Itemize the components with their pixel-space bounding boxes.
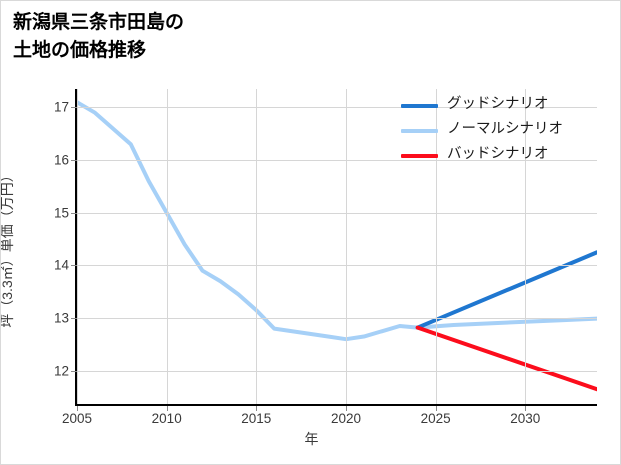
x-tick-label-2015: 2015 — [241, 411, 272, 426]
page-title: 新潟県三条市田島の 土地の価格推移 — [13, 12, 185, 61]
gridline-x-2020 — [346, 89, 347, 405]
y-axis-spine — [75, 89, 77, 406]
gridline-y-13 — [77, 318, 597, 320]
y-tick-labels: 12 13 14 15 16 17 — [39, 1, 69, 464]
gridline-x-2010 — [166, 89, 168, 405]
y-tick-mark-12 — [71, 370, 77, 372]
y-tick-mark-16 — [71, 160, 77, 162]
x-axis-spine — [75, 404, 597, 406]
series-line-normal — [77, 100, 597, 342]
legend-label-good: グッドシナリオ — [447, 96, 549, 112]
y-tick-label-16: 16 — [53, 152, 69, 168]
gridline-y-15 — [77, 212, 597, 214]
y-axis-title-label: 坪（3.3㎡）単価（万円） — [0, 168, 15, 328]
y-tick-mark-13 — [71, 318, 77, 320]
legend-item-good[interactable]: グッドシナリオ — [401, 93, 611, 118]
gridline-y-12 — [77, 370, 597, 372]
x-tick-label-2010: 2010 — [151, 411, 182, 426]
y-tick-label-12: 12 — [53, 363, 69, 379]
gridline-y-14 — [77, 265, 597, 267]
y-tick-label-13: 13 — [53, 310, 69, 326]
legend-swatch-normal — [401, 129, 438, 133]
x-tick-label-2030: 2030 — [510, 411, 541, 426]
x-tick-mark-2015 — [256, 406, 258, 411]
gridline-x-2015 — [256, 89, 258, 405]
legend: グッドシナリオ ノーマルシナリオ バッドシナリオ — [401, 93, 611, 168]
x-tick-mark-2025 — [435, 406, 437, 411]
x-tick-label-2025: 2025 — [420, 411, 451, 426]
gridline-y-16 — [77, 160, 597, 162]
plot-area — [77, 89, 597, 405]
gridline-x-2005 — [77, 89, 78, 405]
legend-swatch-bad — [401, 154, 438, 158]
series-line-bad — [415, 325, 597, 392]
y-tick-label-14: 14 — [53, 257, 69, 273]
x-tick-mark-2030 — [525, 406, 527, 411]
series-layer — [77, 100, 597, 392]
y-tick-mark-15 — [71, 212, 77, 214]
x-tick-mark-2010 — [166, 406, 168, 411]
gridline-x-2025 — [435, 89, 437, 405]
x-tick-label-2005: 2005 — [61, 411, 93, 426]
x-tick-label-2020: 2020 — [330, 411, 362, 426]
legend-label-bad: バッドシナリオ — [447, 146, 549, 162]
y-tick-mark-14 — [71, 265, 77, 267]
gridline-y-17 — [77, 107, 597, 109]
y-tick-label-15: 15 — [53, 205, 69, 221]
y-tick-mark-17 — [71, 107, 77, 109]
x-tick-mark-2005 — [77, 406, 78, 411]
x-axis-title: 年 — [304, 431, 319, 447]
legend-item-normal[interactable]: ノーマルシナリオ — [401, 118, 611, 143]
y-tick-label-17: 17 — [53, 99, 69, 115]
x-tick-mark-2020 — [346, 406, 347, 411]
legend-item-bad[interactable]: バッドシナリオ — [401, 143, 611, 168]
series-line-good — [415, 250, 597, 330]
gridline-x-2030 — [525, 89, 527, 405]
legend-swatch-good — [401, 104, 438, 108]
legend-label-normal: ノーマルシナリオ — [447, 121, 563, 137]
